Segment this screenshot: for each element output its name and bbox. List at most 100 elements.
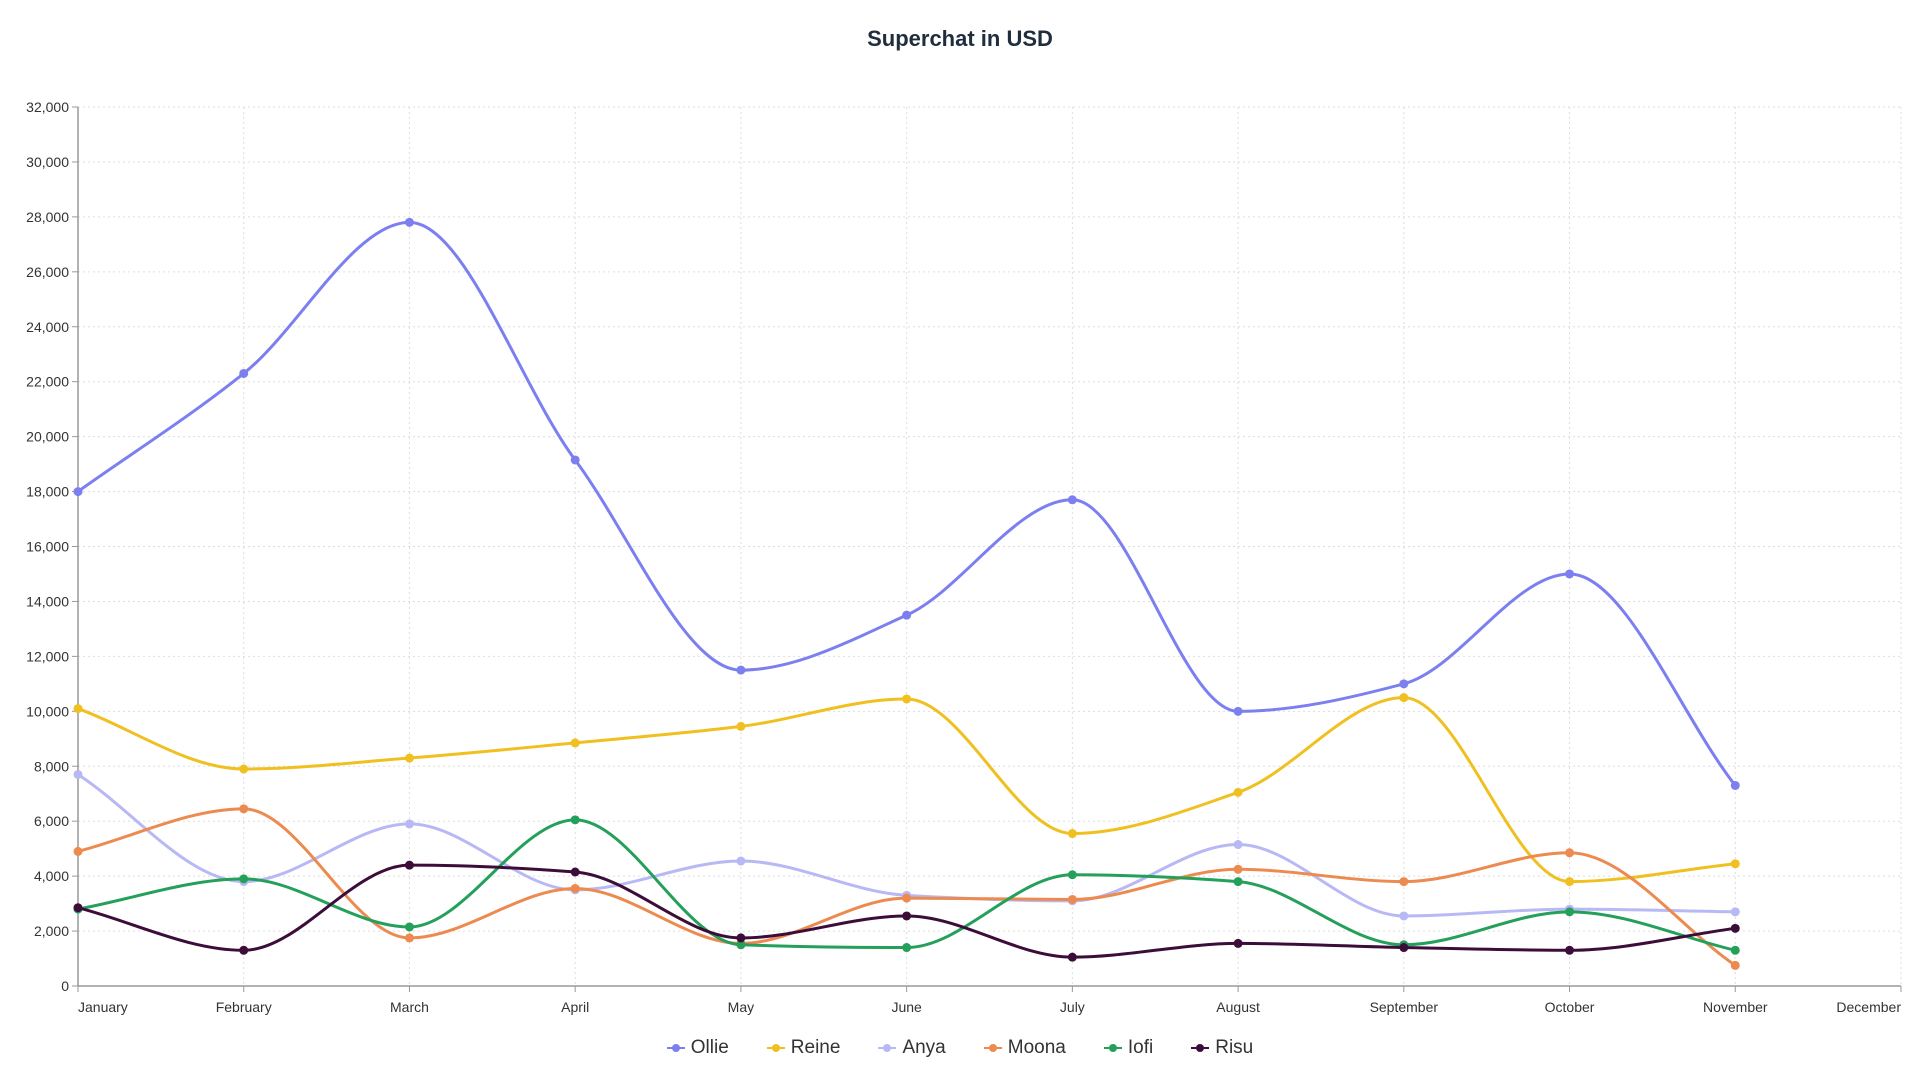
point-risu	[570, 867, 580, 877]
x-tick-label: January	[78, 999, 128, 1015]
point-reine	[73, 704, 83, 714]
point-reine	[902, 694, 912, 704]
x-tick-label: August	[1216, 999, 1260, 1015]
point-ollie	[1730, 780, 1740, 790]
legend-label: Moona	[1007, 1037, 1066, 1058]
point-risu	[902, 911, 912, 921]
x-tick-label: December	[1836, 999, 1901, 1015]
line-risu	[77, 863, 1736, 959]
point-moona	[1730, 960, 1740, 970]
legend: Ollie Reine Anya Moona Iofi Risu	[0, 1037, 1920, 1059]
x-tick-label: May	[728, 999, 754, 1015]
x-tick-label: June	[891, 999, 922, 1015]
point-ollie	[736, 665, 746, 675]
point-iofi	[570, 815, 580, 825]
point-risu	[404, 860, 414, 870]
point-risu	[736, 933, 746, 943]
point-reine	[1067, 829, 1077, 839]
point-reine	[1233, 787, 1243, 797]
point-iofi	[1233, 877, 1243, 887]
y-tick-label: 18,000	[26, 484, 69, 500]
point-iofi	[1565, 907, 1575, 917]
y-tick-label: 20,000	[26, 429, 69, 445]
point-ollie	[902, 610, 912, 620]
point-reine	[570, 738, 580, 748]
point-reine	[1399, 693, 1409, 703]
x-tick-label: November	[1703, 999, 1768, 1015]
point-reine	[404, 753, 414, 763]
legend-item-reine[interactable]: Reine	[766, 1037, 841, 1059]
y-tick-label: 0	[61, 978, 69, 994]
point-moona	[1565, 848, 1575, 858]
point-moona	[1399, 877, 1409, 887]
point-anya	[1233, 840, 1243, 850]
legend-marker-icon	[666, 1042, 685, 1054]
point-ollie	[239, 368, 249, 378]
legend-label: Reine	[790, 1037, 841, 1058]
legend-label: Iofi	[1127, 1037, 1154, 1058]
point-risu	[239, 945, 249, 955]
series-ollie	[73, 217, 1740, 790]
legend-marker-icon	[1191, 1042, 1210, 1054]
y-tick-label: 32,000	[26, 99, 69, 115]
point-risu	[1233, 938, 1243, 948]
point-reine	[239, 764, 249, 774]
point-iofi	[902, 943, 912, 953]
y-tick-label: 10,000	[26, 703, 69, 719]
point-moona	[73, 846, 83, 856]
chart-title: Superchat in USD	[867, 26, 1053, 51]
series-risu	[73, 860, 1740, 962]
y-tick-label: 30,000	[26, 154, 69, 170]
x-tick-label: April	[561, 999, 589, 1015]
series-lines	[73, 217, 1740, 970]
y-tick-label: 16,000	[26, 539, 69, 555]
line-reine	[77, 696, 1736, 884]
y-tick-label: 4,000	[34, 868, 69, 884]
legend-item-iofi[interactable]: Iofi	[1103, 1037, 1154, 1059]
point-risu	[1067, 952, 1077, 962]
legend-marker-icon	[1103, 1042, 1122, 1054]
x-tick-label: March	[390, 999, 429, 1015]
line-iofi	[77, 818, 1736, 952]
point-anya	[736, 856, 746, 866]
legend-item-anya[interactable]: Anya	[878, 1037, 946, 1059]
point-moona	[902, 893, 912, 903]
point-ollie	[1067, 495, 1077, 505]
legend-label: Anya	[902, 1037, 946, 1058]
point-ollie	[570, 455, 580, 465]
x-tick-label: February	[216, 999, 272, 1015]
point-moona	[404, 933, 414, 943]
point-ollie	[1565, 569, 1575, 579]
legend-item-moona[interactable]: Moona	[983, 1037, 1066, 1059]
point-iofi	[1730, 945, 1740, 955]
y-tick-label: 8,000	[34, 758, 69, 774]
legend-marker-icon	[878, 1042, 897, 1054]
y-tick-label: 6,000	[34, 813, 69, 829]
x-tick-label: October	[1545, 999, 1595, 1015]
point-risu	[73, 903, 83, 913]
point-iofi	[239, 874, 249, 884]
legend-label: Risu	[1215, 1037, 1254, 1058]
legend-item-ollie[interactable]: Ollie	[666, 1037, 729, 1059]
axes: 0 2,000 4,000 6,000 8,000 10,000 12,000 14,000 1…	[26, 99, 1902, 1015]
point-iofi	[736, 940, 746, 950]
point-risu	[1565, 945, 1575, 955]
series-iofi	[73, 815, 1740, 955]
y-tick-label: 12,000	[26, 648, 69, 664]
legend-label: Ollie	[690, 1037, 729, 1058]
point-moona	[1233, 864, 1243, 874]
point-anya	[73, 769, 83, 779]
point-reine	[1565, 877, 1575, 887]
point-anya	[1399, 911, 1409, 921]
point-anya	[1730, 907, 1740, 917]
y-tick-label: 24,000	[26, 319, 69, 335]
legend-item-risu[interactable]: Risu	[1191, 1037, 1253, 1059]
point-iofi	[1067, 870, 1077, 880]
x-tick-label: September	[1370, 999, 1439, 1015]
point-risu	[1399, 943, 1409, 953]
legend-marker-icon	[766, 1042, 785, 1054]
y-tick-label: 22,000	[26, 374, 69, 390]
y-tick-label: 14,000	[26, 593, 69, 609]
series-reine	[73, 693, 1740, 887]
point-moona	[239, 804, 249, 814]
